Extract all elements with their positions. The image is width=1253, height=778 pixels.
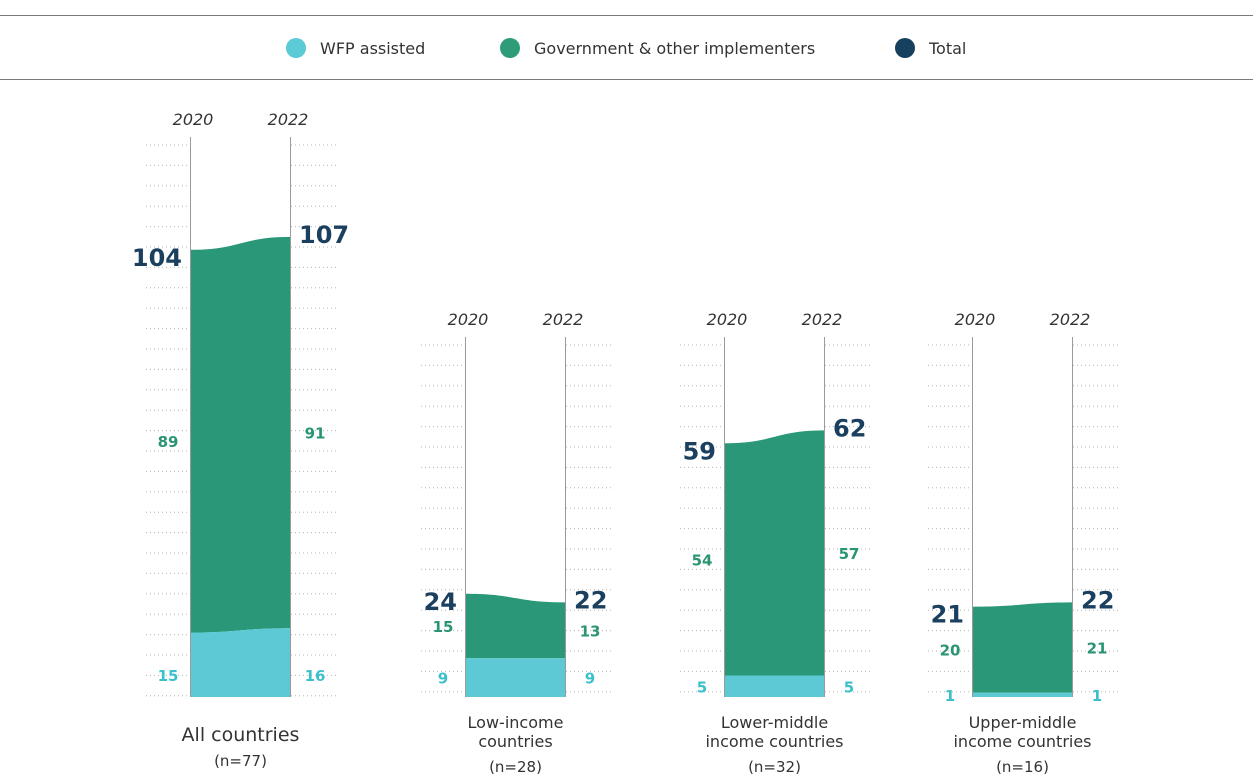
total-label-2020: 21 <box>931 601 964 629</box>
gov-label-2022: 13 <box>580 622 601 640</box>
gov-label-2022: 91 <box>305 425 326 443</box>
gov-area <box>724 430 825 676</box>
total-label-2022: 22 <box>574 586 607 614</box>
wfp-area <box>972 692 1073 697</box>
year-label-2022: 2022 <box>543 310 584 329</box>
group-name-line: All countries <box>182 724 300 746</box>
gov-label-2020: 20 <box>940 642 961 660</box>
wfp-label-2020: 15 <box>158 667 179 685</box>
gridlines <box>680 344 871 693</box>
wfp-area <box>724 675 825 697</box>
gov-label-2022: 21 <box>1087 640 1108 658</box>
gov-area <box>190 236 291 633</box>
group-0: 2020 2022 104 107 89 91 15 16 All countries (n=77… <box>132 110 349 770</box>
year-label-2020: 2020 <box>707 310 748 329</box>
group-name-line: Upper-middle <box>969 713 1077 732</box>
total-label-2020: 59 <box>683 437 716 465</box>
total-label-2022: 22 <box>1081 586 1114 614</box>
group-n-label: (n=16) <box>996 758 1049 776</box>
legend-total-label: Total <box>928 39 966 58</box>
total-label-2020: 104 <box>132 244 182 272</box>
wfp-label-2022: 1 <box>1092 687 1102 705</box>
legend: WFP assisted Government & other implement… <box>286 38 966 58</box>
total-label-2022: 107 <box>299 221 349 249</box>
wfp-label-2022: 9 <box>585 670 595 688</box>
wfp-area <box>465 658 566 697</box>
gridlines <box>146 144 337 697</box>
wfp-area <box>190 628 291 697</box>
group-n-label: (n=28) <box>489 758 542 776</box>
legend-gov-label: Government & other implementers <box>534 39 815 58</box>
year-label-2020: 2020 <box>173 110 214 129</box>
legend-total-circle-icon <box>895 38 915 58</box>
wfp-label-2020: 9 <box>438 670 448 688</box>
group-name-line: income countries <box>705 732 843 751</box>
legend-wfp-label: WFP assisted <box>320 39 425 58</box>
year-label-2020: 2020 <box>448 310 489 329</box>
wfp-label-2020: 5 <box>697 678 707 696</box>
group-n-label: (n=77) <box>214 752 267 770</box>
total-label-2020: 24 <box>424 588 457 616</box>
group-name-line: countries <box>478 732 552 751</box>
gov-area <box>972 602 1073 693</box>
gov-area <box>465 593 566 659</box>
group-name-line: Lower-middle <box>721 713 828 732</box>
gridlines <box>421 344 612 693</box>
legend-gov-circle-icon <box>500 38 520 58</box>
wfp-label-2022: 16 <box>305 667 326 685</box>
gov-label-2022: 57 <box>839 545 860 563</box>
total-label-2022: 62 <box>833 414 866 442</box>
group-n-label: (n=32) <box>748 758 801 776</box>
gov-label-2020: 15 <box>433 618 454 636</box>
wfp-label-2020: 1 <box>945 687 955 705</box>
year-label-2022: 2022 <box>802 310 843 329</box>
year-label-2020: 2020 <box>955 310 996 329</box>
year-label-2022: 2022 <box>268 110 309 129</box>
group-name-line: Low-income <box>468 713 564 732</box>
wfp-label-2022: 5 <box>844 678 854 696</box>
gov-label-2020: 54 <box>692 551 713 569</box>
group-name-line: income countries <box>953 732 1091 751</box>
gov-label-2020: 89 <box>158 433 179 451</box>
legend-wfp-circle-icon <box>286 38 306 58</box>
year-label-2022: 2022 <box>1050 310 1091 329</box>
gridlines <box>928 344 1119 693</box>
